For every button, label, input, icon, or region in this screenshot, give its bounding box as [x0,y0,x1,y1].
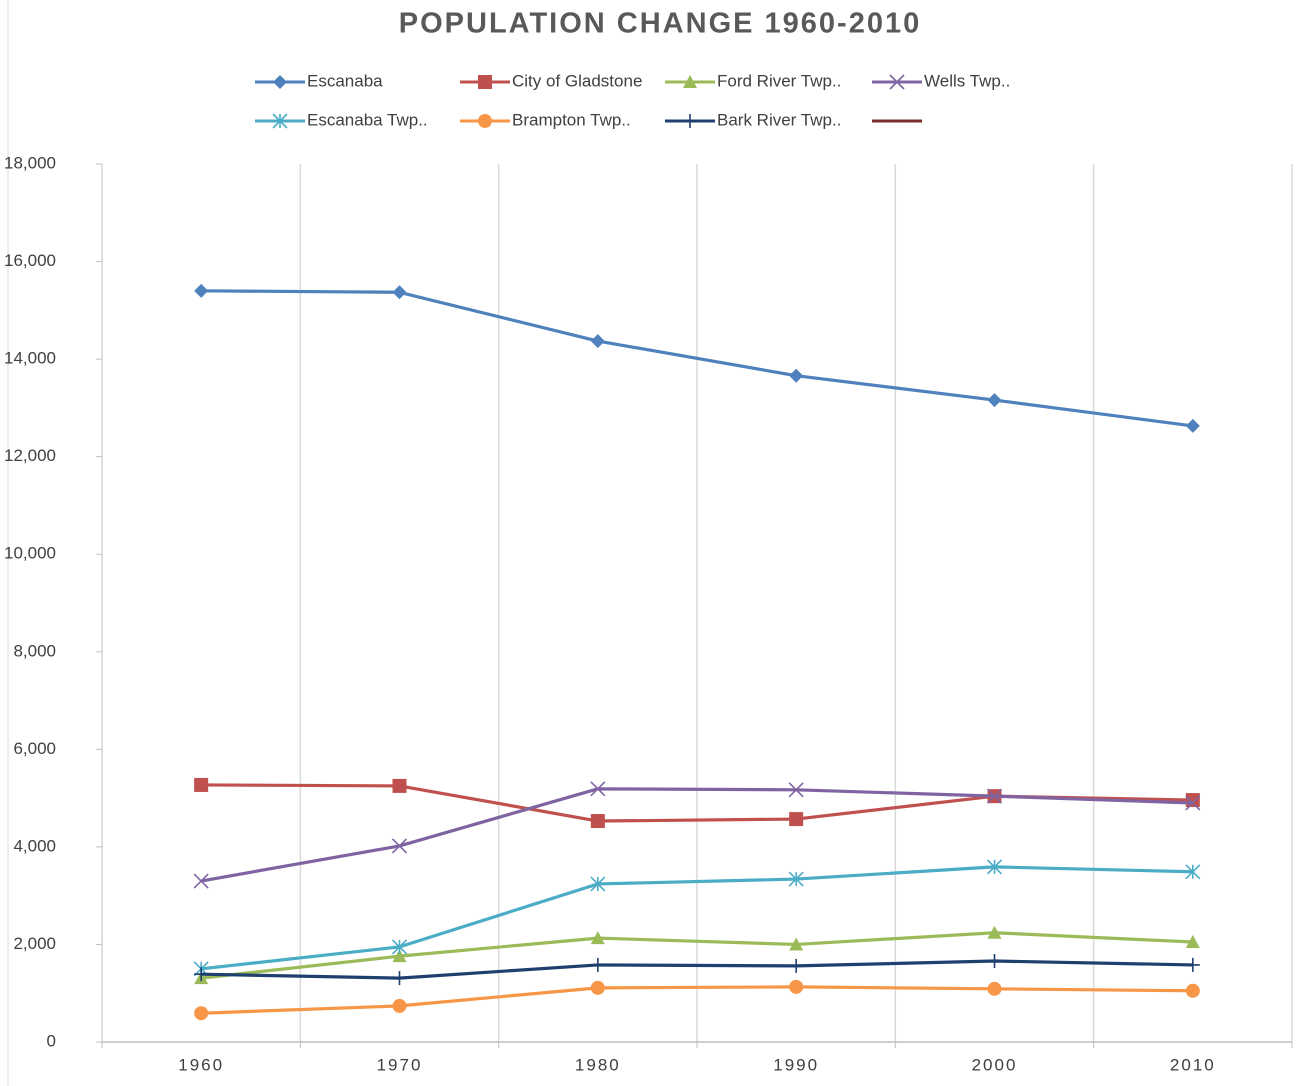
y-tick-label: 18,000 [4,153,56,172]
marker [590,980,605,995]
series [194,283,1200,433]
legend-label: Brampton Twp.. [512,110,631,129]
marker [194,1006,209,1021]
marker [987,393,1002,408]
marker [194,777,209,792]
marker [889,74,905,90]
marker [987,981,1002,996]
marker [788,782,804,798]
marker [590,876,606,892]
x-tick-label: 1960 [178,1055,224,1074]
marker [392,949,407,963]
y-tick-label: 4,000 [13,836,56,855]
legend-item: Escanaba [255,71,383,90]
legend-label: Wells Twp.. [924,71,1010,90]
marker [392,998,407,1013]
marker [788,871,804,887]
marker [789,937,804,951]
marker [272,113,288,129]
marker [789,979,804,994]
marker [683,114,697,128]
legend-item: Brampton Twp.. [460,110,631,129]
marker [1185,983,1200,998]
legend-item: Escanaba Twp.. [255,110,428,129]
line [200,865,1193,971]
marker [789,812,804,827]
line [201,959,1193,980]
legend-item: Bark River Twp.. [665,110,841,129]
y-tick-label: 0 [47,1031,56,1050]
marker [590,957,605,972]
x-tick-label: 1980 [575,1055,621,1074]
legend-label: Escanaba Twp.. [307,110,428,129]
legend-label: Bark River Twp.. [717,110,841,129]
y-tick-label: 2,000 [13,934,56,953]
series [193,781,1201,889]
marker [392,285,407,300]
legend-item: City of Gladstone [460,71,642,90]
legend-item: Wells Twp.. [872,71,1010,90]
marker [478,75,492,89]
x-tick-label: 1990 [773,1055,819,1074]
marker [1185,864,1201,880]
marker [391,838,408,854]
marker [193,873,209,889]
marker [683,75,697,88]
marker [478,114,492,128]
chart-title: POPULATION CHANGE 1960-2010 [399,8,921,40]
marker [987,954,1002,969]
series [194,979,1200,1021]
marker [194,967,209,982]
marker [1185,795,1201,811]
marker [392,971,407,986]
line [201,289,1194,428]
marker [1185,418,1200,433]
legend-label: Escanaba [307,71,383,90]
x-tick-label: 2010 [1170,1055,1216,1074]
marker [392,778,407,793]
y-tick-label: 6,000 [13,739,56,758]
y-tick-label: 10,000 [4,544,56,563]
line [201,985,1193,1015]
marker [590,334,605,349]
legend-label: Ford River Twp.. [717,71,841,90]
x-tick-label: 2000 [972,1055,1018,1074]
marker [590,781,606,797]
y-tick-label: 16,000 [4,251,56,270]
series [194,954,1200,986]
marker [1185,793,1200,808]
line [200,787,1193,883]
line [200,931,1193,980]
marker [1185,935,1200,949]
series [193,859,1201,977]
marker [194,283,209,298]
legend-item: Ford River Twp.. [665,71,841,90]
legend-label: City of Gladstone [512,71,642,90]
marker [986,859,1003,875]
marker [789,368,804,383]
marker [273,75,287,89]
y-tick-label: 14,000 [4,349,56,368]
marker [789,958,804,973]
marker [590,814,605,829]
y-tick-label: 8,000 [13,641,56,660]
marker [1185,957,1200,972]
marker [986,788,1003,804]
marker [590,931,605,945]
marker [391,939,408,955]
marker [987,925,1002,939]
y-tick-label: 12,000 [4,446,56,465]
x-tick-label: 1970 [377,1055,423,1074]
